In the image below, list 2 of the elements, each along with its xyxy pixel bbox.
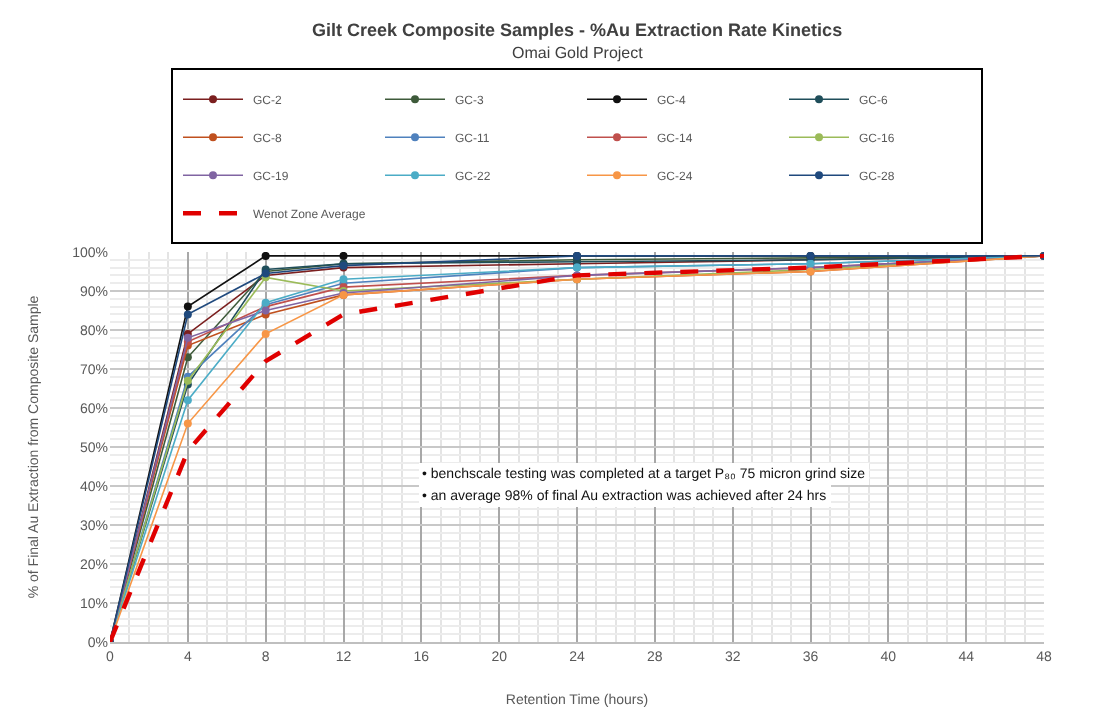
chart-title: Gilt Creek Composite Samples - %Au Extraction Rate Kinetics	[312, 20, 843, 40]
chart-subtitle: Omai Gold Project	[512, 44, 645, 62]
